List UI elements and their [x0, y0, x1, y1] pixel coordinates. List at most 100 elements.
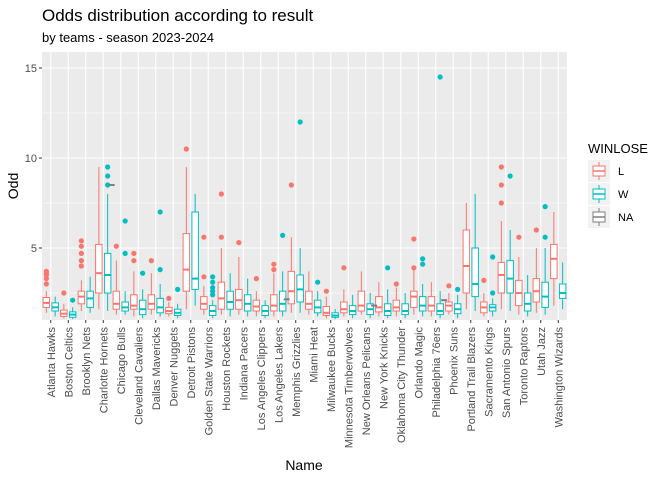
outlier-L	[166, 295, 172, 301]
outlier-W	[315, 279, 321, 285]
outlier-W	[105, 182, 111, 188]
y-axis-ticks: 5 10 15	[25, 63, 42, 255]
x-tick-label: Atlanta Hawks	[46, 327, 58, 398]
x-tick-label: Oklahoma City Thunder	[396, 327, 408, 443]
box-L	[305, 290, 313, 310]
y-tick-label: 5	[31, 243, 37, 255]
x-tick-label: Milwaukee Bucks	[326, 327, 338, 412]
outlier-L	[411, 236, 417, 242]
legend: WINLOSE LW NA	[588, 141, 648, 228]
box-W	[138, 299, 147, 316]
box-W	[471, 247, 479, 298]
outlier-W	[542, 234, 548, 240]
outlier-L	[43, 281, 49, 287]
box-L	[147, 294, 156, 310]
y-axis-title: Odd	[5, 173, 21, 199]
outlier-W	[280, 232, 286, 238]
outlier-W	[490, 290, 496, 296]
outlier-L	[218, 191, 224, 197]
box-W	[401, 303, 409, 316]
outlier-W	[105, 173, 111, 179]
box-W	[506, 260, 514, 294]
box-L	[497, 261, 506, 294]
box-L	[112, 290, 121, 310]
outlier-W	[420, 256, 426, 262]
legend-label-w: W	[618, 189, 629, 201]
x-tick-label: Detroit Pistons	[186, 327, 198, 399]
chart-subtitle: by teams - season 2023-2024	[42, 30, 214, 45]
box-L	[357, 290, 366, 312]
boxes	[42, 74, 567, 320]
box-W	[541, 281, 549, 308]
legend-label-na: NA	[618, 212, 634, 224]
x-tick-label: Golden State Warriors	[203, 327, 215, 436]
box-L	[410, 290, 418, 308]
outlier-L	[43, 268, 49, 274]
box-W	[278, 290, 287, 312]
box-W	[191, 211, 199, 290]
x-tick-label: Utah Jazz	[536, 327, 548, 376]
x-tick-label: Miami Heat	[308, 327, 320, 383]
x-tick-label: Minnesota Timberwolves	[343, 327, 355, 449]
x-tick-label: San Antonio Spurs	[501, 327, 513, 419]
x-tick-label: Phoenix Suns	[448, 327, 460, 395]
outlier-L	[411, 265, 417, 271]
box-L	[182, 233, 191, 292]
box-W	[103, 252, 112, 294]
outlier-L	[148, 258, 154, 264]
box-L	[375, 296, 383, 313]
outlier-L	[341, 265, 347, 271]
box-W	[418, 296, 427, 312]
outlier-W	[210, 288, 216, 294]
x-tick-label: Dallas Mavericks	[151, 327, 163, 411]
legend-title: WINLOSE	[588, 141, 648, 156]
outlier-L	[236, 240, 242, 246]
outlier-L	[78, 243, 84, 249]
box-L	[550, 243, 558, 280]
outlier-W	[297, 119, 303, 125]
x-tick-label: Los Angeles Clippers	[256, 327, 268, 431]
x-tick-label: Toronto Raptors	[518, 327, 530, 406]
x-tick-label: New York Knicks	[378, 327, 390, 409]
outlier-L	[78, 258, 84, 264]
outlier-L	[78, 238, 84, 244]
outlier-W	[157, 209, 163, 215]
box-L	[217, 281, 226, 310]
x-tick-label: Portland Trail Blazers	[466, 327, 478, 432]
outlier-W	[420, 261, 426, 267]
box-L	[427, 296, 436, 312]
box-L	[340, 301, 348, 314]
outlier-L	[271, 261, 277, 267]
outlier-W	[385, 265, 391, 271]
box-W	[558, 283, 567, 299]
box-L	[322, 306, 331, 316]
outlier-L	[271, 267, 277, 273]
outlier-L	[131, 250, 137, 256]
x-axis-title: Name	[285, 457, 323, 473]
outlier-W	[507, 173, 513, 179]
outlier-L	[43, 276, 49, 282]
x-tick-label: Los Angeles Lakers	[273, 327, 285, 424]
outlier-W	[70, 297, 76, 303]
outlier-W	[210, 292, 216, 298]
outlier-L	[113, 243, 119, 249]
outlier-L	[498, 200, 504, 206]
outlier-L	[323, 288, 329, 294]
outlier-W	[105, 164, 111, 170]
outlier-L	[446, 283, 452, 289]
x-tick-label: Denver Nuggets	[168, 327, 180, 407]
outlier-W	[210, 274, 216, 280]
x-tick-label: Orlando Magic	[413, 327, 425, 399]
x-tick-label: Sacramento Kings	[483, 327, 495, 417]
x-tick-label: Washington Wizards	[553, 327, 565, 428]
x-tick-label: Boston Celtics	[63, 327, 75, 398]
box-W	[383, 303, 392, 316]
outlier-L	[183, 146, 189, 152]
outlier-W	[437, 74, 443, 80]
x-tick-label: Brooklyn Nets	[81, 327, 93, 396]
box-L	[95, 243, 103, 294]
y-tick-label: 15	[25, 63, 37, 75]
outlier-W	[455, 286, 461, 292]
outlier-L	[481, 277, 487, 283]
